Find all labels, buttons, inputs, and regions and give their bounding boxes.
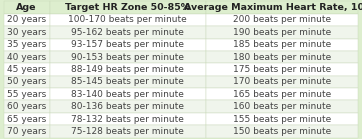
Text: 40 years: 40 years <box>7 53 46 62</box>
Bar <box>206 125 358 138</box>
Bar <box>206 51 358 63</box>
Bar <box>4 39 50 51</box>
Text: 80-136 beats per minute: 80-136 beats per minute <box>71 102 184 111</box>
Text: 35 years: 35 years <box>7 40 46 49</box>
Bar <box>50 26 206 39</box>
Bar <box>4 1 50 14</box>
Text: 100-170 beats per minute: 100-170 beats per minute <box>68 15 187 24</box>
Bar <box>4 125 50 138</box>
Text: Target HR Zone 50-85%: Target HR Zone 50-85% <box>65 3 190 12</box>
Bar <box>206 113 358 125</box>
Bar <box>4 63 50 76</box>
Text: 90-153 beats per minute: 90-153 beats per minute <box>71 53 184 62</box>
Bar <box>4 14 50 26</box>
Text: 20 years: 20 years <box>7 15 46 24</box>
Bar <box>50 125 206 138</box>
Text: 155 beats per minute: 155 beats per minute <box>233 115 331 124</box>
Text: 165 beats per minute: 165 beats per minute <box>233 90 331 99</box>
Text: 88-149 beats per minute: 88-149 beats per minute <box>71 65 184 74</box>
Bar <box>206 39 358 51</box>
Text: 170 beats per minute: 170 beats per minute <box>233 77 331 86</box>
Bar <box>50 100 206 113</box>
Bar <box>4 100 50 113</box>
Bar <box>4 26 50 39</box>
Bar <box>206 76 358 88</box>
Text: 78-132 beats per minute: 78-132 beats per minute <box>71 115 184 124</box>
Bar <box>4 88 50 100</box>
Text: 85-145 beats per minute: 85-145 beats per minute <box>71 77 184 86</box>
Text: 93-157 beats per minute: 93-157 beats per minute <box>71 40 184 49</box>
Bar <box>50 39 206 51</box>
Bar <box>50 113 206 125</box>
Text: 185 beats per minute: 185 beats per minute <box>233 40 331 49</box>
Text: 30 years: 30 years <box>7 28 46 37</box>
Bar <box>4 51 50 63</box>
Text: 65 years: 65 years <box>7 115 46 124</box>
Text: Average Maximum Heart Rate, 100%: Average Maximum Heart Rate, 100% <box>184 3 362 12</box>
Bar <box>50 76 206 88</box>
Text: Age: Age <box>16 3 37 12</box>
Bar <box>50 14 206 26</box>
Text: 150 beats per minute: 150 beats per minute <box>233 127 331 136</box>
Text: 175 beats per minute: 175 beats per minute <box>233 65 331 74</box>
Bar <box>206 63 358 76</box>
Text: 75-128 beats per minute: 75-128 beats per minute <box>71 127 184 136</box>
Text: 180 beats per minute: 180 beats per minute <box>233 53 331 62</box>
Text: 70 years: 70 years <box>7 127 46 136</box>
Bar <box>50 63 206 76</box>
Text: 60 years: 60 years <box>7 102 46 111</box>
Bar <box>50 88 206 100</box>
Text: 83-140 beats per minute: 83-140 beats per minute <box>71 90 184 99</box>
Bar <box>50 51 206 63</box>
Bar <box>4 76 50 88</box>
Bar <box>206 100 358 113</box>
Bar <box>4 113 50 125</box>
Text: 200 beats per minute: 200 beats per minute <box>233 15 331 24</box>
Bar <box>206 88 358 100</box>
Text: 55 years: 55 years <box>7 90 46 99</box>
Text: 95-162 beats per minute: 95-162 beats per minute <box>71 28 184 37</box>
Text: 160 beats per minute: 160 beats per minute <box>233 102 331 111</box>
Text: 50 years: 50 years <box>7 77 46 86</box>
Bar <box>50 1 206 14</box>
Bar <box>206 1 358 14</box>
Text: 190 beats per minute: 190 beats per minute <box>233 28 331 37</box>
Bar <box>206 26 358 39</box>
Bar <box>206 14 358 26</box>
Text: 45 years: 45 years <box>7 65 46 74</box>
